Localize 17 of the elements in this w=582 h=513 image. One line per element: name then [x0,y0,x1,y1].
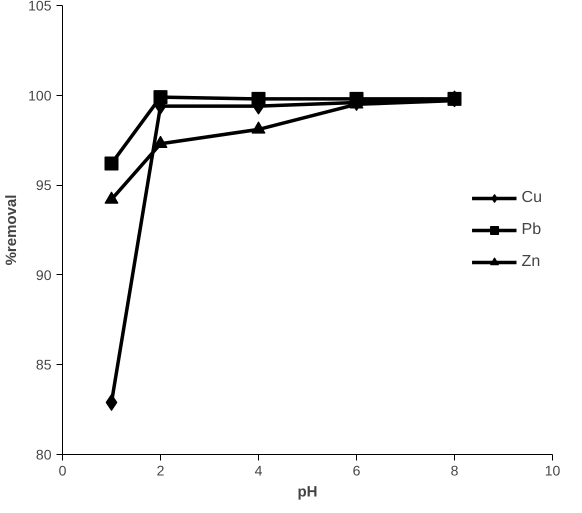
x-axis-title: pH [298,484,318,500]
x-tick-label: 2 [156,462,165,478]
legend-label: Cu [522,188,542,206]
y-axis-title: %removal [3,194,20,266]
y-tick-label: 95 [36,177,52,194]
y-tick-label: 90 [36,266,52,283]
y-tick-label: 80 [36,446,52,462]
y-tick-label: 105 [28,0,52,14]
x-tick-label: 4 [254,462,263,478]
y-tick-label: 100 [28,87,52,104]
legend-label: Zn [522,252,542,270]
x-tick-label: 10 [544,462,560,478]
y-tick-label: 85 [36,356,52,373]
legend-label: Pb [522,220,542,238]
x-tick-label: 8 [450,462,459,478]
x-tick-label: 6 [352,462,361,478]
x-tick-label: 0 [58,462,67,478]
